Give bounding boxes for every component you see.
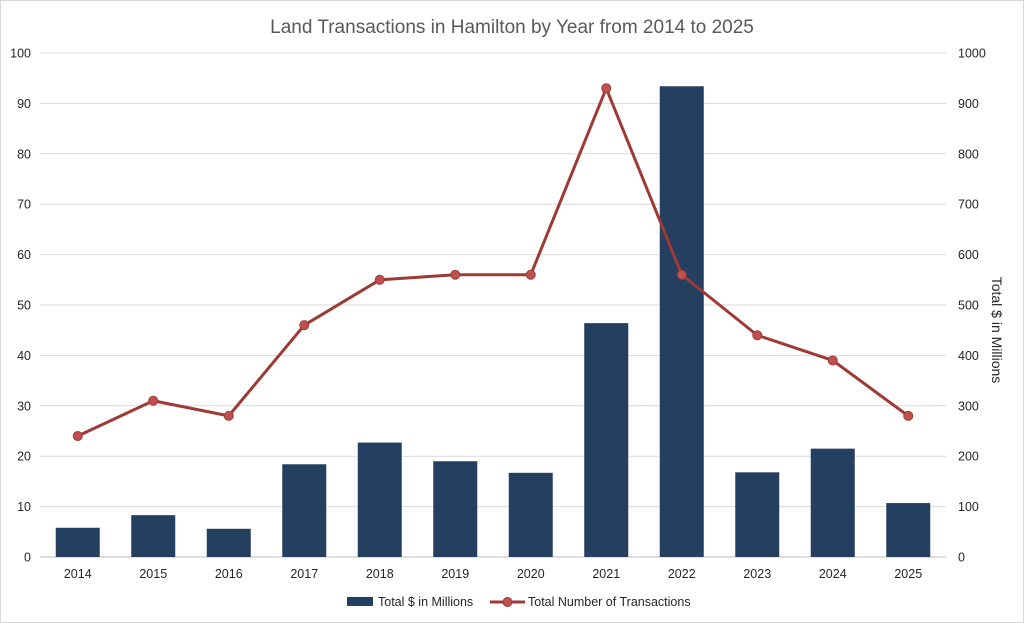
line-point <box>525 269 536 280</box>
right-tick-label: 800 <box>958 147 979 161</box>
x-tick-label: 2025 <box>894 567 922 581</box>
x-axis: 2014 2015 2016 2017 2018 2019 2020 2021 2022 2023… <box>64 567 922 581</box>
x-tick-label: 2024 <box>819 567 847 581</box>
legend-label-bar: Total $ in Millions <box>378 595 473 609</box>
right-tick-label: 0 <box>958 551 965 565</box>
x-tick-label: 2023 <box>743 567 771 581</box>
right-axis: 0 100 200 300 400 500 600 700 800 900 1000 <box>958 47 986 565</box>
left-tick-label: 60 <box>17 248 31 262</box>
left-tick-label: 90 <box>17 97 31 111</box>
bar <box>810 448 855 557</box>
left-tick-label: 40 <box>17 349 31 363</box>
chart-title: Land Transactions in Hamilton by Year fr… <box>270 17 754 38</box>
right-tick-label: 900 <box>958 97 979 111</box>
line-point <box>148 395 159 406</box>
left-tick-label: 0 <box>24 551 31 565</box>
line-point <box>450 269 461 280</box>
line-point <box>374 274 385 285</box>
bar <box>131 515 176 557</box>
x-tick-label: 2015 <box>139 567 167 581</box>
left-tick-label: 50 <box>17 299 31 313</box>
left-tick-label: 20 <box>17 450 31 464</box>
right-axis-title: Total $ in Millions <box>989 277 1005 384</box>
x-tick-label: 2014 <box>64 567 92 581</box>
line-point <box>601 83 612 94</box>
line-point <box>72 431 83 442</box>
left-tick-label: 30 <box>17 399 31 413</box>
left-tick-label: 80 <box>17 147 31 161</box>
line-point <box>223 410 234 421</box>
line-series <box>72 83 914 442</box>
bar <box>206 528 251 557</box>
x-tick-label: 2021 <box>592 567 620 581</box>
bar <box>659 86 704 557</box>
right-tick-label: 500 <box>958 299 979 313</box>
right-tick-label: 200 <box>958 450 979 464</box>
right-tick-label: 300 <box>958 399 979 413</box>
bar-series <box>55 86 931 557</box>
right-tick-label: 700 <box>958 198 979 212</box>
x-tick-label: 2018 <box>366 567 394 581</box>
bar <box>508 472 553 557</box>
bar <box>55 527 100 557</box>
x-tick-label: 2022 <box>668 567 696 581</box>
line-point <box>676 269 687 280</box>
legend: Total $ in Millions Total Number of Trans… <box>347 595 691 609</box>
legend-marker-line <box>502 597 513 607</box>
line-point <box>299 320 310 331</box>
left-tick-label: 100 <box>10 47 31 61</box>
right-tick-label: 100 <box>958 500 979 514</box>
bar <box>584 323 629 557</box>
x-tick-label: 2020 <box>517 567 545 581</box>
x-tick-label: 2017 <box>290 567 318 581</box>
line-point <box>827 355 838 366</box>
x-tick-label: 2019 <box>441 567 469 581</box>
right-tick-label: 1000 <box>958 47 986 61</box>
bar <box>282 464 327 557</box>
line-point <box>752 330 763 341</box>
bar <box>735 472 780 557</box>
right-tick-label: 600 <box>958 248 979 262</box>
right-tick-label: 400 <box>958 349 979 363</box>
legend-label-line: Total Number of Transactions <box>528 595 691 609</box>
bar <box>886 503 931 557</box>
line-point <box>903 410 914 421</box>
legend-swatch-bar <box>347 597 373 606</box>
left-tick-label: 10 <box>17 500 31 514</box>
left-axis: 0 10 20 30 40 50 60 70 80 90 100 <box>10 47 31 565</box>
x-tick-label: 2016 <box>215 567 243 581</box>
series-line <box>77 86 910 438</box>
left-tick-label: 70 <box>17 198 31 212</box>
bar <box>433 461 478 557</box>
bar <box>357 442 402 557</box>
gridlines <box>40 52 946 558</box>
